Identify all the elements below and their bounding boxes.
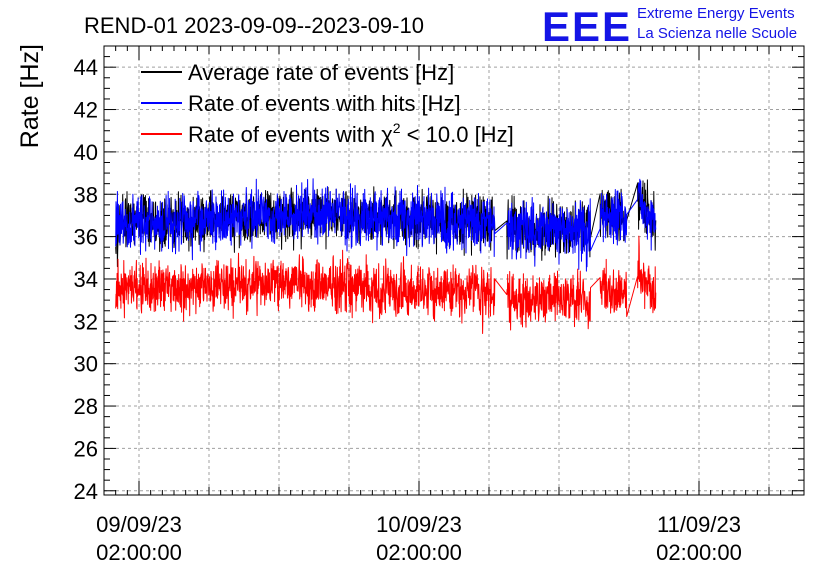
legend-label-chi2: Rate of events with χ2 < 10.0 [Hz] <box>188 120 514 147</box>
legend-label-chi2-suffix: < 10.0 [Hz] <box>401 122 514 147</box>
x-tick-labels: 09/09/23 02:00:00 10/09/23 02:00:00 11/09/23… <box>96 512 742 565</box>
series-lines <box>115 178 657 334</box>
y-axis-label: Rate [Hz] <box>16 44 44 148</box>
y-tick-label: 40 <box>74 140 98 165</box>
eee-logo-line-1: Extreme Energy Events <box>637 5 795 22</box>
y-tick-label: 26 <box>74 436 98 461</box>
series-chi2-line <box>115 235 657 334</box>
legend: Average rate of events [Hz] Rate of even… <box>141 60 514 147</box>
series-hits-line <box>115 178 657 272</box>
x-tick-label-date: 10/09/23 <box>376 512 462 537</box>
y-tick-label: 42 <box>74 98 98 123</box>
legend-label-chi2-sup: 2 <box>393 120 401 136</box>
y-tick-label: 32 <box>74 309 98 334</box>
y-tick-label: 28 <box>74 394 98 419</box>
y-tick-label: 36 <box>74 225 98 250</box>
legend-label-chi2-prefix: Rate of events with χ <box>188 122 393 147</box>
y-tick-label: 44 <box>74 55 98 80</box>
y-tick-label: 38 <box>74 182 98 207</box>
grid-lines <box>104 46 804 495</box>
x-tick-label-time: 02:00:00 <box>96 540 182 565</box>
x-tick-label-date: 11/09/23 <box>657 512 741 537</box>
x-tick-label-time: 02:00:00 <box>376 540 462 565</box>
y-tick-label: 24 <box>74 479 98 504</box>
eee-logo-mark: EEE <box>542 3 632 50</box>
eee-logo-line-2: La Scienza nelle Scuole <box>637 25 797 42</box>
legend-label-average: Average rate of events [Hz] <box>188 60 454 85</box>
x-tick-label-time: 02:00:00 <box>656 540 742 565</box>
x-tick-label-date: 09/09/23 <box>96 512 182 537</box>
chart-title: REND-01 2023-09-09--2023-09-10 <box>84 13 424 38</box>
axis-ticks <box>103 46 805 495</box>
y-tick-label: 34 <box>74 267 98 292</box>
eee-logo: EEE Extreme Energy Events La Scienza nel… <box>542 3 797 50</box>
y-tick-label: 30 <box>74 352 98 377</box>
y-tick-labels: 24 26 28 30 32 34 36 38 40 42 44 <box>74 55 98 504</box>
legend-label-hits: Rate of events with hits [Hz] <box>188 91 461 116</box>
